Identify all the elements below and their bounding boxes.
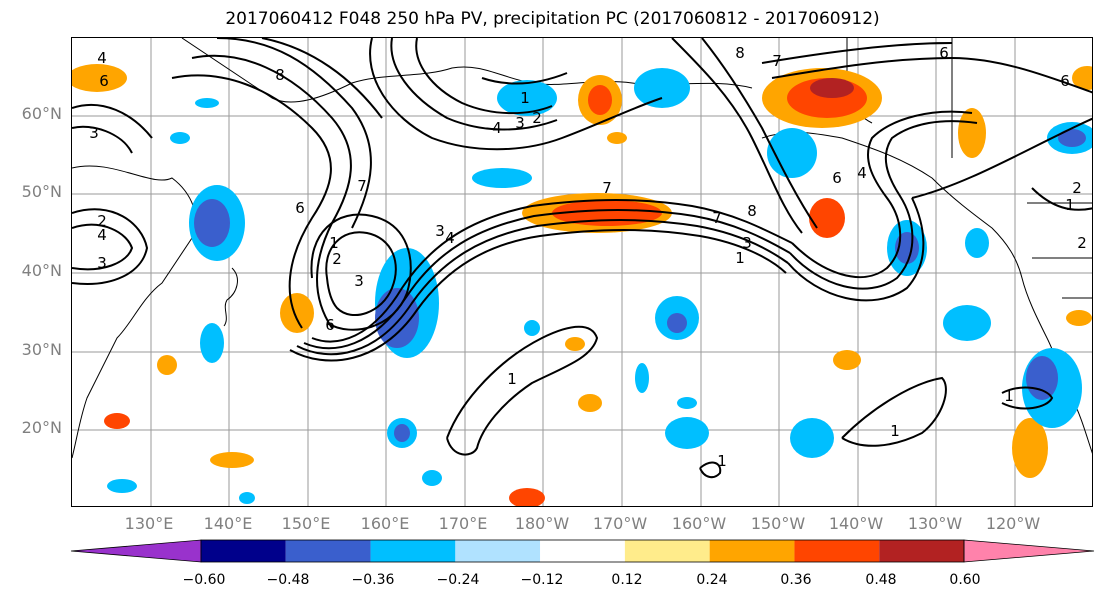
- contour-label: 6: [99, 72, 109, 90]
- contour-label: 1: [520, 89, 530, 107]
- contour-label: 3: [742, 234, 752, 252]
- contour-label: 3: [515, 114, 525, 132]
- lon-label-140w: 140°W: [828, 514, 884, 533]
- lon-label-150w: 150°W: [750, 514, 806, 533]
- colorbar-extend-max: [963, 539, 1095, 563]
- contour-label: 4: [97, 49, 107, 67]
- contour-label: 8: [747, 202, 757, 220]
- lat-label-20n: 20°N: [21, 418, 62, 437]
- contour-label: 6: [939, 44, 949, 62]
- contour-label: 6: [832, 169, 842, 187]
- colorbar: [70, 539, 1095, 563]
- lon-label-170e: 170°E: [438, 514, 488, 533]
- colorbar-segment: [201, 540, 286, 562]
- contour-label: 1: [1065, 196, 1075, 214]
- colorbar-tick-label: −0.60: [182, 572, 226, 588]
- map-title: 2017060412 F048 250 hPa PV, precipitatio…: [225, 9, 880, 29]
- lat-label-50n: 50°N: [21, 182, 62, 201]
- colorbar-segment: [624, 540, 710, 562]
- contour-label: 8: [275, 66, 285, 84]
- colorbar-segment: [370, 540, 456, 562]
- map-panel: 4 6 3 2 4 3 1 2 3 4 8 7 6 3 2 1 6 4 3 7 …: [71, 37, 1093, 507]
- contour-label: 6: [325, 316, 335, 334]
- colorbar-tick-label: 0.36: [780, 572, 812, 588]
- contour-label: 1: [717, 452, 727, 470]
- contour-label: 4: [492, 119, 502, 137]
- contour-label: 8: [735, 44, 745, 62]
- lon-label-170w: 170°W: [592, 514, 648, 533]
- lon-label-130w: 130°W: [907, 514, 963, 533]
- contour-label: 3: [435, 222, 445, 240]
- lat-label-30n: 30°N: [21, 340, 62, 359]
- contour-label: 7: [712, 209, 722, 227]
- colorbar-tick-label: −0.24: [436, 572, 480, 588]
- contour-labels: 4 6 3 2 4 3 1 2 3 4 8 7 6 3 2 1 6 4 3 7 …: [89, 44, 1087, 470]
- colorbar-segment: [794, 540, 880, 562]
- pv-contours: [72, 38, 1092, 479]
- colorbar-segment: [285, 540, 371, 562]
- contour-label: 3: [89, 124, 99, 142]
- contour-label: 1: [735, 249, 745, 267]
- pv-precip-map: 4 6 3 2 4 3 1 2 3 4 8 7 6 3 2 1 6 4 3 7 …: [72, 38, 1092, 506]
- lat-label-60n: 60°N: [21, 104, 62, 123]
- contour-label: 7: [772, 52, 782, 70]
- contour-label: 1: [507, 370, 517, 388]
- lon-label-140e: 140°E: [203, 514, 253, 533]
- colorbar-tick-label: −0.12: [520, 572, 564, 588]
- colorbar-segment: [709, 540, 795, 562]
- colorbar-tick-label: 0.12: [611, 572, 643, 588]
- contour-label: 6: [1060, 72, 1070, 90]
- contour-label: 6: [295, 199, 305, 217]
- contour-label: 3: [354, 272, 364, 290]
- contour-label: 3: [97, 254, 107, 272]
- contour-label: 7: [357, 177, 367, 195]
- contour-label: 4: [445, 229, 455, 247]
- contour-label: 1: [1004, 387, 1014, 405]
- lon-label-160e: 160°E: [360, 514, 410, 533]
- lon-label-120w: 120°W: [985, 514, 1041, 533]
- contour-label: 2: [97, 212, 107, 230]
- contour-label: 2: [1072, 179, 1082, 197]
- lon-label-160w: 160°W: [671, 514, 727, 533]
- colorbar-segment: [455, 540, 541, 562]
- contour-label: 1: [890, 422, 900, 440]
- contour-label: 7: [602, 179, 612, 197]
- colorbar-segments: [70, 539, 1095, 563]
- contour-label: 2: [1077, 234, 1087, 252]
- lon-label-130e: 130°E: [124, 514, 174, 533]
- colorbar-tick-label: 0.24: [696, 572, 728, 588]
- colorbar-tick-label: 0.60: [949, 572, 981, 588]
- colorbar-segment: [540, 540, 625, 562]
- contour-label: 2: [532, 109, 542, 127]
- contour-label: 1: [329, 234, 339, 252]
- colorbar-tick-label: 0.48: [865, 572, 897, 588]
- contour-label: 4: [857, 164, 867, 182]
- colorbar-outline: [200, 539, 965, 563]
- colorbar-tick-label: −0.36: [351, 572, 395, 588]
- lat-label-40n: 40°N: [21, 261, 62, 280]
- contour-label: 4: [97, 226, 107, 244]
- colorbar-tick-label: −0.48: [266, 572, 310, 588]
- lon-label-180w: 180°W: [514, 514, 570, 533]
- colorbar-segment: [879, 540, 964, 562]
- colorbar-extend-min: [70, 539, 202, 563]
- lon-label-150e: 150°E: [281, 514, 331, 533]
- contour-label: 2: [332, 250, 342, 268]
